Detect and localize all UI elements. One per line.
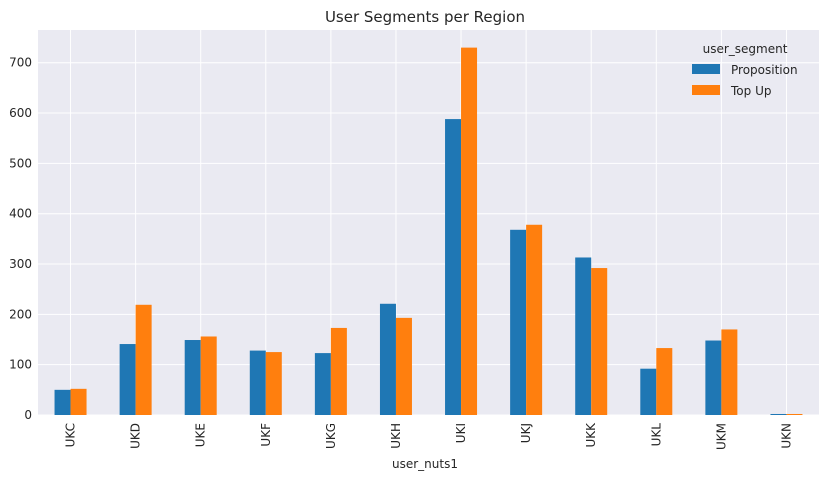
x-tick-label: UKI (454, 423, 468, 443)
bar-proposition-ukl (640, 368, 657, 415)
bar-top-up-ukh (395, 317, 412, 415)
y-tick-label: 0 (24, 408, 32, 422)
bar-proposition-ukk (575, 257, 592, 415)
bar-top-up-ukl (656, 348, 673, 415)
y-tick-label: 500 (9, 156, 32, 170)
x-tick-label: UKM (714, 423, 728, 450)
bar-proposition-ukc (54, 389, 71, 415)
bar-top-up-uke (200, 336, 217, 415)
y-tick-label: 600 (9, 106, 32, 120)
bars (54, 47, 803, 415)
bar-top-up-ukm (721, 329, 738, 415)
plot-background (38, 30, 819, 415)
y-tick-label: 100 (9, 358, 32, 372)
x-tick-label: UKL (649, 423, 663, 447)
x-tick-label: UKJ (519, 423, 533, 443)
y-tick-label: 400 (9, 207, 32, 221)
y-tick-label: 200 (9, 307, 32, 321)
bar-proposition-ukf (249, 350, 266, 415)
x-tick-label: UKH (389, 423, 403, 449)
legend-label: Top Up (730, 84, 771, 98)
bar-top-up-ukf (265, 352, 282, 415)
y-axis-ticks: 0 100 200 300 400 500 600 700 (9, 56, 32, 422)
bar-top-up-ukj (526, 224, 543, 415)
bar-proposition-uki (445, 119, 462, 415)
legend: user_segment Proposition Top Up (692, 42, 798, 98)
x-axis-label: user_nuts1 (392, 457, 458, 471)
x-tick-label: UKF (259, 423, 273, 447)
chart-title: User Segments per Region (325, 8, 525, 26)
x-tick-label: UKG (324, 423, 338, 449)
bar-top-up-ukn (786, 413, 803, 415)
bar-proposition-ukm (705, 340, 722, 415)
bar-top-up-ukk (591, 268, 608, 415)
legend-label: Proposition (731, 63, 798, 77)
bar-proposition-ukn (770, 413, 787, 415)
legend-title: user_segment (703, 42, 788, 56)
legend-swatch (692, 85, 720, 95)
bar-top-up-ukd (135, 304, 152, 415)
bar-proposition-ukh (379, 303, 396, 415)
x-tick-label: UKD (129, 423, 143, 449)
bar-top-up-uki (461, 47, 478, 415)
bar-top-up-ukg (330, 327, 347, 415)
x-tick-label: UKK (584, 422, 598, 448)
bar-proposition-ukg (314, 353, 331, 415)
x-axis-ticks: UKC UKD UKE UKF UKG UKH UKI UKJ UKK UKL UKM UKN (64, 422, 794, 450)
bar-top-up-ukc (70, 388, 87, 415)
bar-proposition-uke (184, 340, 201, 415)
bar-proposition-ukj (510, 229, 527, 415)
bar-proposition-ukd (119, 344, 136, 415)
legend-swatch (692, 64, 720, 74)
x-tick-label: UKC (64, 423, 78, 447)
y-tick-label: 700 (9, 56, 32, 70)
x-tick-label: UKE (194, 423, 208, 447)
y-tick-label: 300 (9, 257, 32, 271)
x-tick-label: UKN (779, 423, 793, 449)
